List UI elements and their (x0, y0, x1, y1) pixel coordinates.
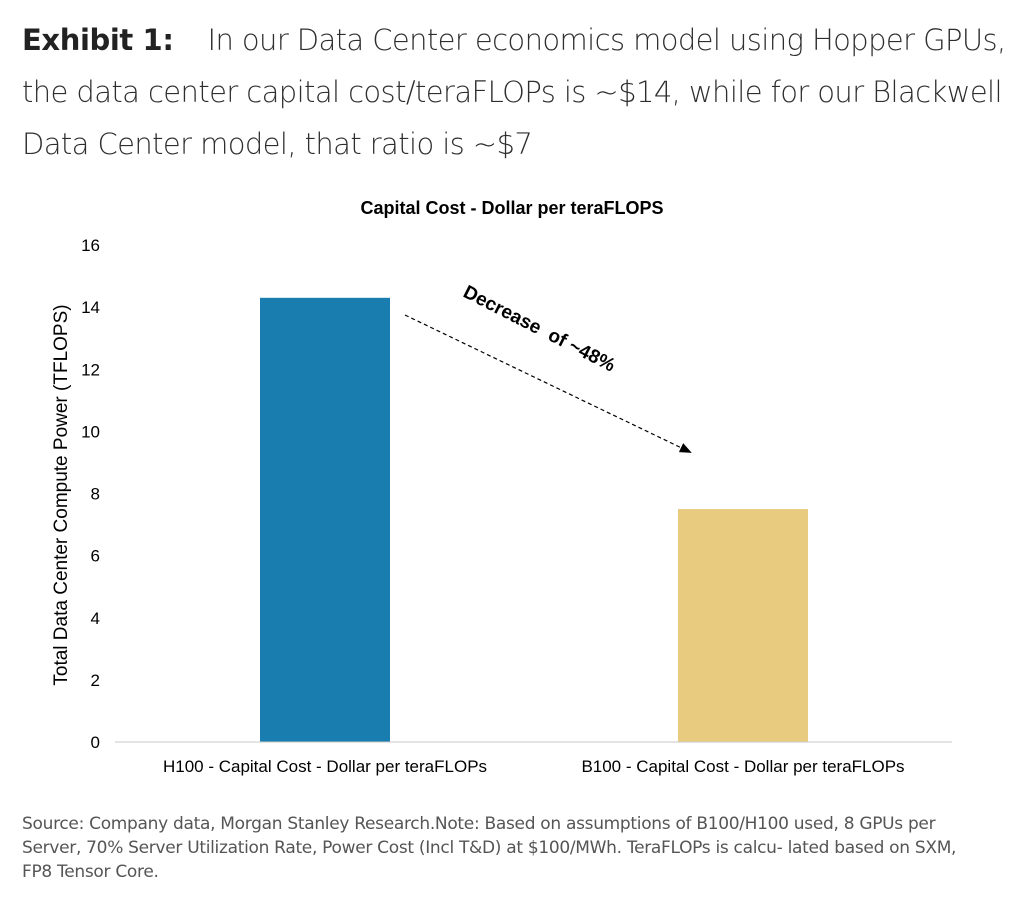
y-tick-label: 10 (81, 422, 100, 441)
y-tick-label: 8 (91, 485, 100, 504)
bar-h100 (260, 297, 390, 742)
exhibit-headline: In our Data Center economics model using… (22, 23, 1006, 161)
bars (260, 297, 808, 742)
y-axis-ticks: 0 2 4 6 8 10 12 14 16 (81, 236, 100, 752)
y-tick-label: 16 (81, 236, 100, 255)
exhibit-label: Exhibit 1: (22, 23, 174, 57)
y-tick-label: 2 (91, 671, 100, 690)
y-tick-label: 4 (91, 609, 100, 628)
x-axis-ticks: H100 - Capital Cost - Dollar per teraFLO… (163, 757, 905, 776)
y-tick-label: 0 (91, 733, 100, 752)
decrease-annotation: Decrease of ~48% (460, 282, 619, 377)
chart-title: Capital Cost - Dollar per teraFLOPS (360, 198, 664, 218)
exhibit-heading: Exhibit 1: In our Data Center economics m… (22, 14, 1007, 170)
decrease-arrow (404, 314, 692, 453)
bar-b100 (678, 509, 808, 742)
y-tick-label: 6 (91, 547, 100, 566)
source-note: Source: Company data, Morgan Stanley Res… (22, 814, 957, 882)
x-tick-label: B100 - Capital Cost - Dollar per teraFLO… (581, 757, 904, 776)
y-tick-label: 12 (81, 360, 100, 379)
x-tick-label: H100 - Capital Cost - Dollar per teraFLO… (163, 757, 487, 776)
y-tick-label: 14 (81, 298, 100, 317)
